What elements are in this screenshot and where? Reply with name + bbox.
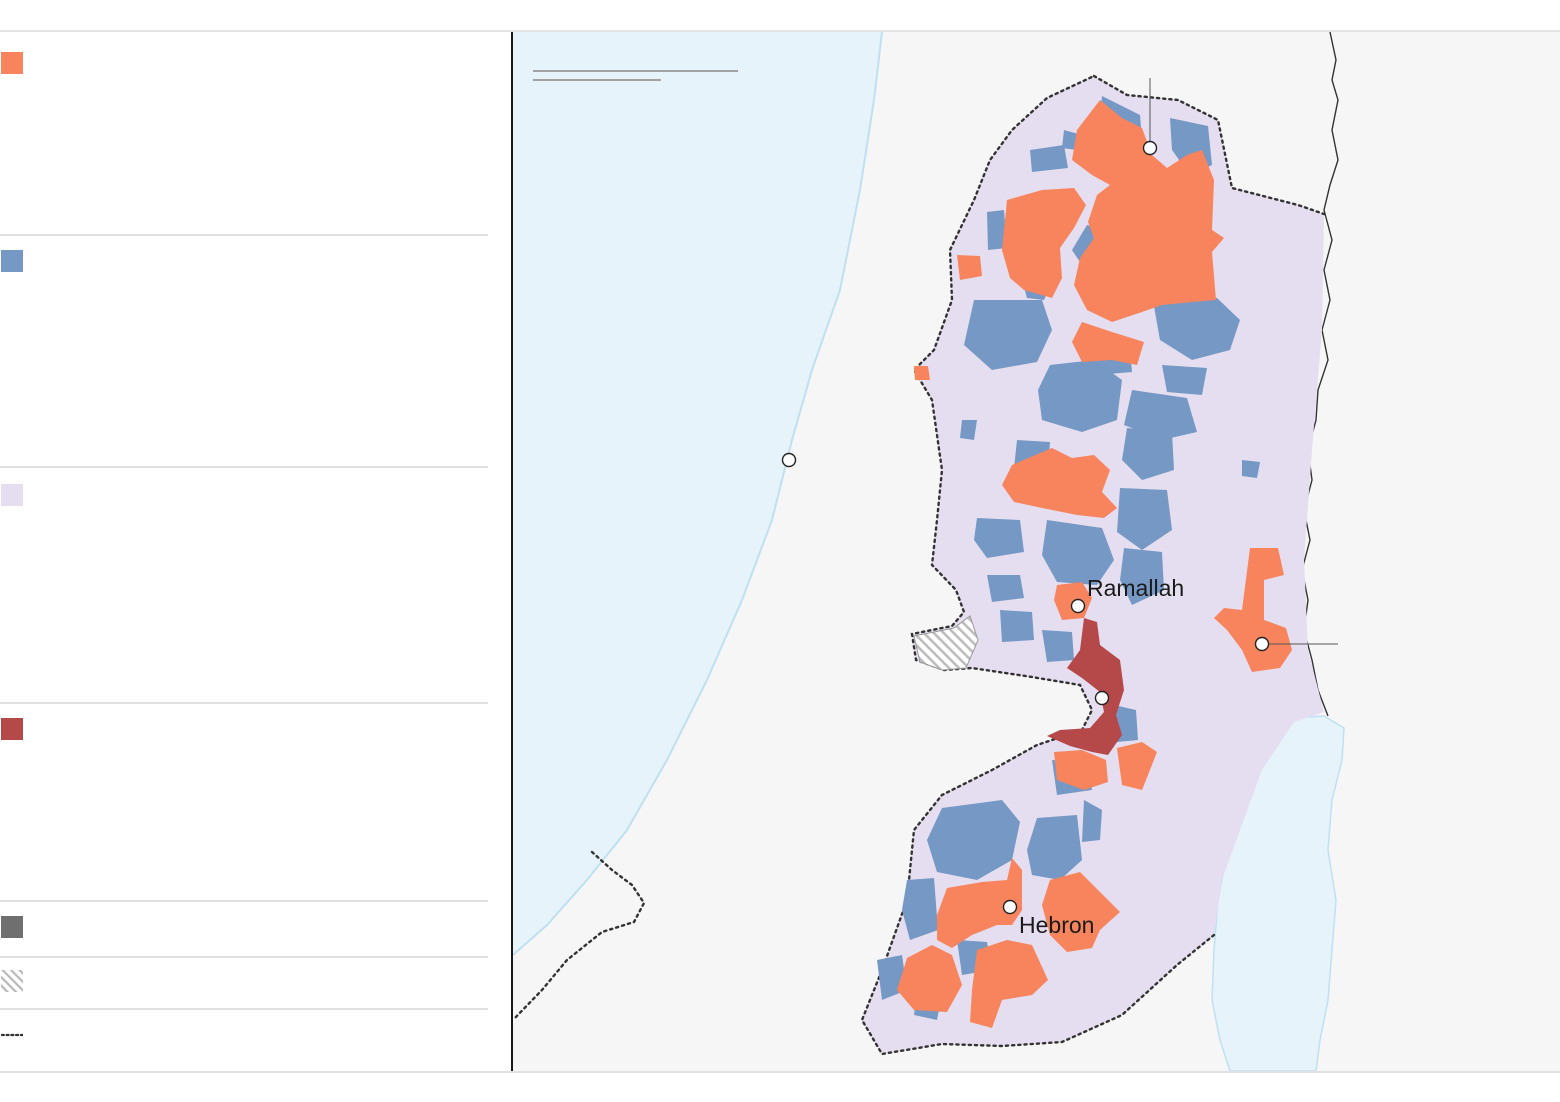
city-markers bbox=[781, 140, 1270, 915]
area-a-hebron bbox=[937, 858, 1022, 948]
mediterranean-sea bbox=[513, 32, 882, 955]
legend-item-area-a bbox=[0, 32, 488, 236]
hebron-marker bbox=[1002, 899, 1018, 915]
area-a-tulkarm bbox=[1002, 188, 1086, 298]
jerusalem-marker bbox=[1094, 690, 1110, 706]
area-a-qalqilya-north bbox=[957, 255, 982, 280]
legend-swatch-jerusalem bbox=[1, 718, 23, 740]
legend-item-border bbox=[0, 1010, 488, 1071]
legend-item-hatched bbox=[0, 958, 488, 1010]
map[interactable]: Ramallah Hebron bbox=[511, 32, 1560, 1071]
area-a-nablus bbox=[1072, 322, 1144, 365]
tel-aviv-marker bbox=[781, 452, 797, 468]
area-a-bethlehem-west bbox=[1054, 750, 1108, 790]
area-a-jericho bbox=[1214, 548, 1292, 672]
city-label-ramallah: Ramallah bbox=[1087, 575, 1185, 601]
top-rule bbox=[0, 30, 1560, 32]
legend-swatch-border bbox=[1, 1033, 23, 1037]
area-a-salfit bbox=[1002, 448, 1117, 518]
city-label-hebron: Hebron bbox=[1019, 912, 1095, 938]
ramallah-marker bbox=[1070, 598, 1086, 614]
east-jerusalem-area bbox=[1047, 618, 1124, 755]
map-canvas bbox=[513, 32, 1345, 1071]
latrun-hatched-area bbox=[913, 615, 979, 671]
coastline bbox=[513, 32, 883, 956]
legend-swatch-area-c bbox=[1, 484, 23, 506]
legend-item-area-c bbox=[0, 468, 488, 704]
bottom-rule bbox=[0, 1071, 1560, 1073]
area-a-bethlehem-east bbox=[1117, 742, 1157, 790]
legend-item-gray bbox=[0, 902, 488, 958]
map-legend bbox=[0, 32, 488, 1071]
legend-swatch-area-b bbox=[1, 250, 23, 272]
jordan-river bbox=[1301, 32, 1339, 717]
area-a-layer bbox=[897, 100, 1292, 1028]
jenin-marker bbox=[1142, 140, 1158, 156]
area-a-hebron-east bbox=[1042, 872, 1120, 952]
jericho-marker bbox=[1254, 636, 1270, 652]
area-a-yatta bbox=[970, 940, 1048, 1028]
area-a-qalqilya bbox=[914, 366, 930, 380]
legend-item-jerusalem bbox=[0, 704, 488, 902]
legend-swatch-area-a bbox=[1, 52, 23, 74]
legend-item-area-b bbox=[0, 236, 488, 468]
area-a-jenin bbox=[1072, 100, 1224, 322]
legend-swatch-hatched bbox=[1, 970, 23, 992]
legend-swatch-gray bbox=[1, 916, 23, 938]
area-a-dura bbox=[897, 945, 962, 1012]
gaza-border bbox=[513, 850, 646, 1022]
